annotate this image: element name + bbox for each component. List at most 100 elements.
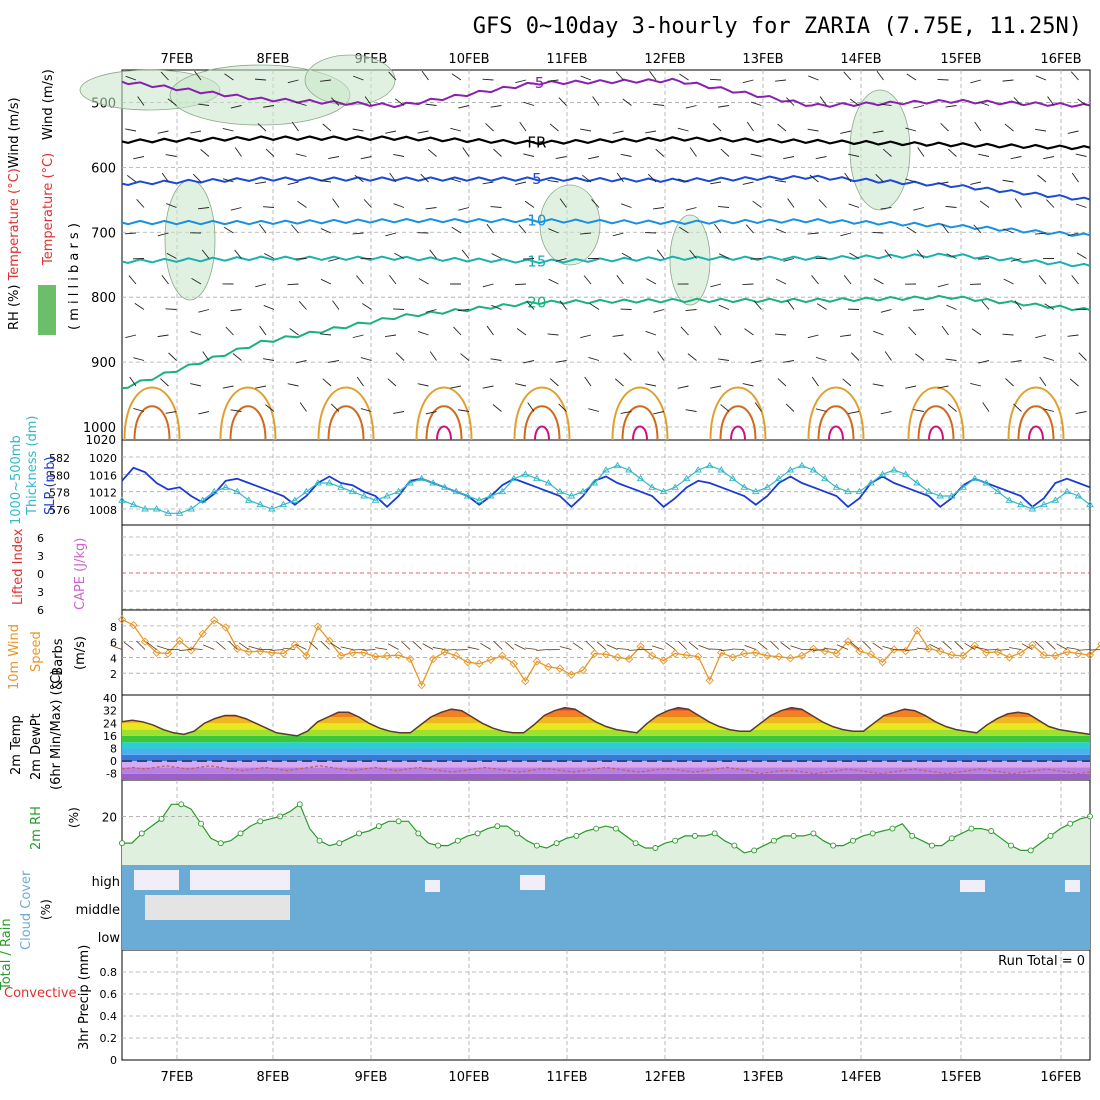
wind-barb-10m: [744, 644, 756, 650]
wind-barb: [677, 178, 689, 183]
warm-contour: [1028, 425, 1044, 441]
wind-barb-10m: [1021, 643, 1033, 650]
rh-point: [849, 837, 856, 844]
wind-barb: [872, 383, 884, 387]
wind-barb: [982, 402, 990, 412]
wind-barb: [385, 334, 397, 337]
thickness-point: [371, 496, 380, 503]
warm-contour: [513, 386, 571, 441]
isotherm-label: 10: [527, 212, 546, 230]
thickness-point: [498, 487, 507, 495]
wind-barb: [1043, 408, 1055, 412]
wind-barb: [875, 173, 884, 183]
wind-barb: [1003, 278, 1014, 285]
wind-barb: [485, 123, 494, 132]
wind-barb: [526, 300, 535, 310]
isotherm-label: 15: [527, 252, 546, 270]
wind-barb: [843, 71, 852, 81]
wind-barb: [970, 382, 982, 387]
wind-barb: [709, 78, 722, 81]
wind-barb: [718, 358, 730, 361]
wind-barb: [884, 351, 892, 361]
temp-band: [122, 761, 1090, 768]
wind-barb: [1069, 378, 1079, 387]
wind-barb: [653, 207, 665, 210]
thickness-point: [429, 479, 437, 486]
wind-barb: [746, 121, 754, 132]
warm-contour: [817, 405, 855, 441]
rh-shading: [304, 54, 396, 106]
thickness-point: [141, 505, 149, 512]
wind-barb: [816, 303, 827, 310]
wind-barb: [133, 357, 145, 361]
wind-barb: [884, 249, 892, 259]
wind-barb: [653, 103, 665, 106]
warm-contour: [807, 386, 865, 441]
wind-barb: [720, 404, 730, 412]
temp-band: [122, 742, 1090, 749]
wind-barb: [807, 334, 819, 339]
wind-barb: [1010, 360, 1022, 363]
rh-point: [217, 840, 224, 847]
isotherm-line: [121, 135, 1091, 151]
wind-barb: [880, 411, 892, 415]
wind-barb: [818, 199, 827, 208]
wind-barb: [550, 378, 559, 387]
wind-tick-label: 4: [110, 652, 117, 665]
thickness-line: [121, 465, 1091, 514]
cape-ylabel: CAPE (J/kg): [73, 538, 88, 610]
wind-barb-10m: [954, 640, 964, 650]
thickness-point: [556, 487, 564, 495]
thickness-point: [740, 483, 749, 490]
wind-barb: [622, 98, 632, 106]
thickness-point: [728, 474, 737, 482]
wind-barb: [970, 181, 982, 185]
rh2m-unit: (%): [67, 807, 81, 828]
x-tick-label-top: 8FEB: [257, 52, 290, 67]
wind-speed-point: [613, 653, 622, 662]
wind-barb: [133, 407, 145, 412]
wind-barb: [718, 304, 730, 310]
wind-barb: [519, 121, 527, 132]
wind-speed-point: [244, 647, 253, 657]
wind10m-ylabel: 10m Wind: [7, 624, 22, 690]
wind-barb: [714, 223, 722, 234]
wind-speed-point: [1051, 651, 1060, 661]
wind-speed-point: [198, 629, 207, 638]
wind-barb-10m: [375, 647, 388, 650]
wind-barb: [677, 127, 689, 132]
wind-barb: [362, 303, 372, 310]
thickness-point: [129, 500, 138, 508]
wind-barb: [620, 153, 632, 157]
wind-barb-10m: [282, 647, 295, 650]
rh-point: [435, 842, 442, 849]
wind-barb: [356, 376, 364, 387]
wind-barb-10m: [1056, 643, 1068, 650]
wind-barb: [225, 326, 234, 336]
wind-speed-point: [267, 648, 276, 657]
rh-point: [790, 832, 797, 839]
wind-barb: [395, 352, 405, 361]
temp-band: [122, 707, 1090, 711]
wind-barb-10m: [974, 646, 987, 650]
thickness-point: [763, 483, 772, 490]
warm-contour: [436, 425, 452, 441]
wind-barb: [941, 325, 949, 336]
wind-barb: [1067, 334, 1079, 337]
wind-barb: [937, 385, 949, 389]
rh-point: [948, 835, 955, 842]
wind-barb-10m: [271, 649, 284, 651]
temp-tick-label: 0: [110, 755, 117, 768]
thickness-point: [636, 474, 645, 482]
wind-barb: [458, 409, 470, 412]
wind-barb: [198, 309, 210, 313]
wind-barb: [523, 101, 535, 106]
wind-barb-10m: [1066, 647, 1079, 650]
wind-barb: [580, 334, 592, 339]
wind-barb: [978, 101, 990, 106]
wind-barb: [167, 98, 177, 106]
chart-title: GFS 0~10day 3-hourly for ZARIA (7.75E, 1…: [473, 14, 1082, 39]
wind-barb: [265, 148, 275, 157]
wind-barb-10m: [514, 643, 526, 650]
pressure-tick-label: 700: [91, 226, 116, 241]
